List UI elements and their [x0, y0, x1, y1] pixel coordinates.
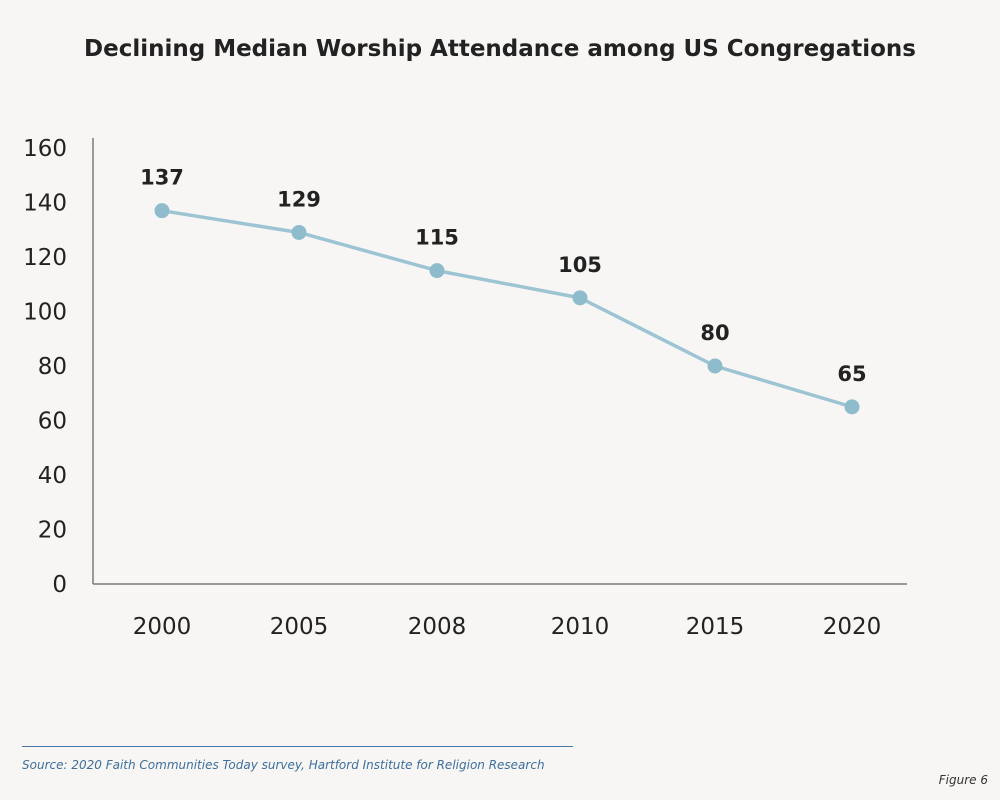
source-divider [22, 746, 573, 747]
data-label: 105 [558, 253, 602, 277]
data-point [707, 358, 723, 374]
x-tick-label: 2005 [270, 614, 329, 640]
data-label: 129 [277, 187, 321, 211]
y-tick-label: 80 [38, 354, 67, 380]
data-point [291, 224, 307, 240]
x-axis-ticks: 2000 2005 2008 2010 2015 2020 [133, 614, 882, 640]
data-point [572, 290, 588, 306]
y-tick-label: 20 [38, 518, 67, 544]
data-point [429, 263, 445, 279]
chart-title: Declining Median Worship Attendance amon… [84, 36, 916, 62]
y-tick-label: 40 [38, 463, 67, 489]
data-label: 137 [140, 166, 184, 190]
y-tick-label: 60 [38, 409, 67, 435]
x-tick-label: 2015 [686, 614, 745, 640]
y-axis-ticks: 0 20 40 60 80 100 120 140 160 [23, 136, 67, 598]
data-label: 115 [415, 226, 459, 250]
data-labels: 137 129 115 105 80 65 [140, 166, 867, 386]
y-tick-label: 0 [52, 572, 67, 598]
source-note: Source: 2020 Faith Communities Today sur… [22, 758, 545, 772]
series-attendance [154, 203, 860, 415]
y-tick-label: 140 [23, 191, 67, 217]
x-tick-label: 2020 [823, 614, 882, 640]
data-label: 80 [700, 321, 729, 345]
x-tick-label: 2008 [408, 614, 467, 640]
y-tick-label: 160 [23, 136, 67, 162]
x-tick-label: 2000 [133, 614, 192, 640]
figure-label: Figure 6 [938, 773, 988, 787]
x-tick-label: 2010 [551, 614, 610, 640]
series-line [161, 208, 853, 409]
data-label: 65 [837, 362, 866, 386]
data-point [154, 203, 170, 219]
y-tick-label: 120 [23, 245, 67, 271]
y-tick-label: 100 [23, 300, 67, 326]
data-point [844, 399, 860, 415]
